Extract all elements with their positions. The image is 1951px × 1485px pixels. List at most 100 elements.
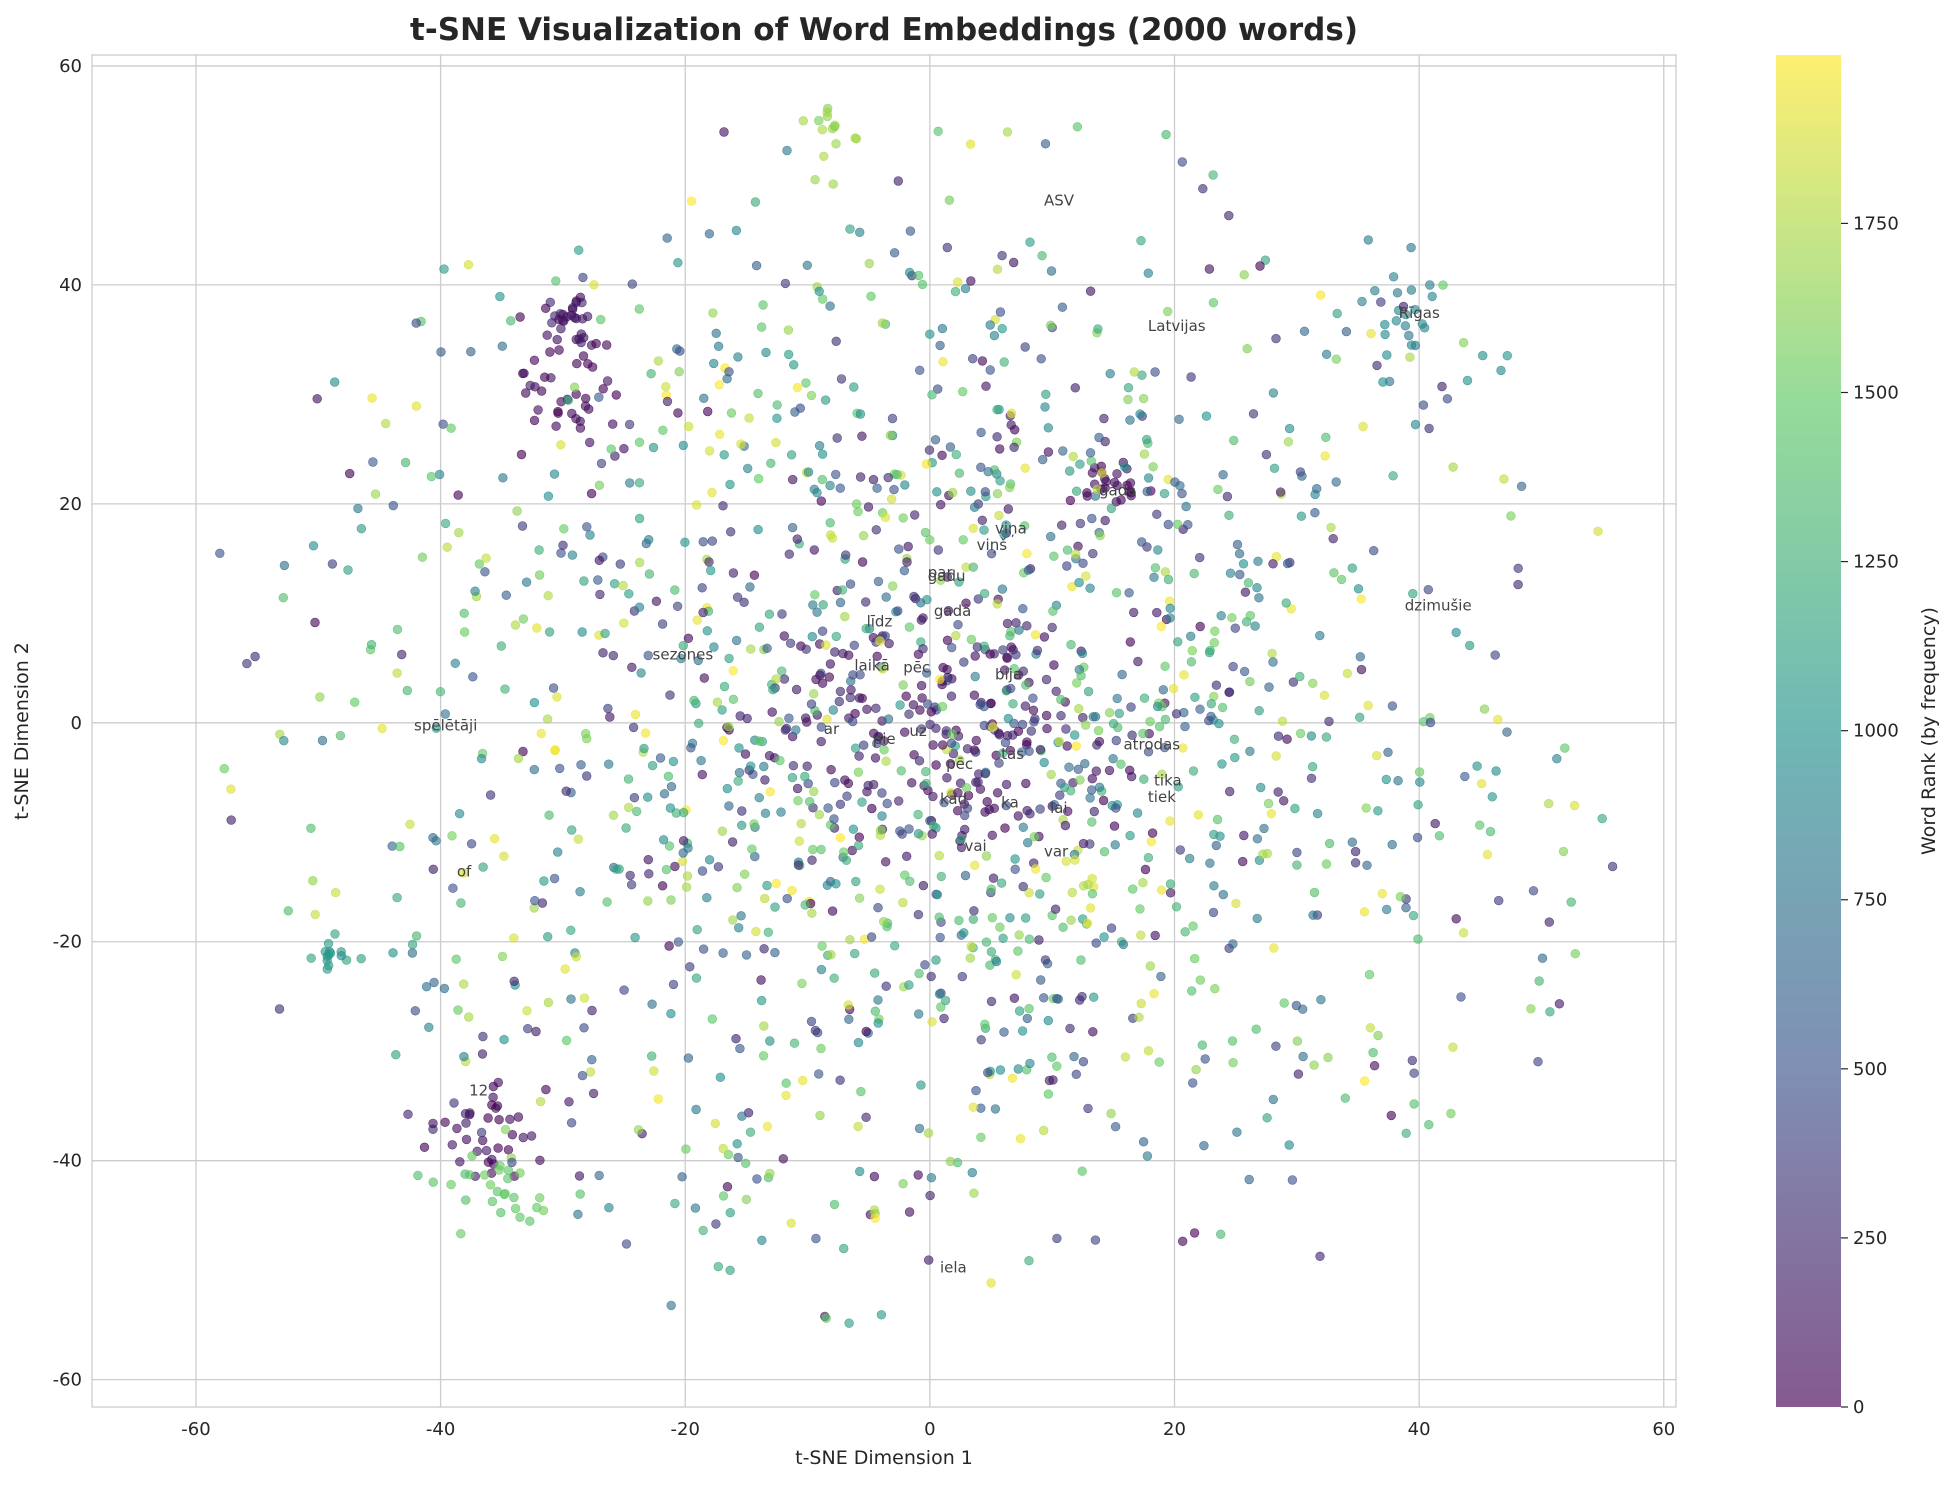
data-point bbox=[816, 736, 826, 747]
data-point bbox=[950, 286, 961, 297]
data-point bbox=[715, 1072, 726, 1083]
data-point bbox=[835, 799, 846, 809]
data-point bbox=[727, 837, 738, 847]
data-point bbox=[488, 1081, 499, 1092]
data-point bbox=[866, 932, 877, 942]
data-point bbox=[1377, 888, 1388, 899]
data-point bbox=[1188, 766, 1199, 776]
data-point bbox=[1013, 811, 1023, 821]
data-point bbox=[1011, 650, 1021, 660]
data-point bbox=[1368, 1047, 1378, 1058]
data-point bbox=[499, 1034, 509, 1045]
data-point bbox=[972, 642, 982, 652]
data-point bbox=[1262, 1113, 1272, 1123]
data-point bbox=[889, 941, 900, 951]
data-point bbox=[392, 668, 402, 678]
data-point bbox=[1597, 813, 1607, 824]
data-point bbox=[367, 393, 377, 403]
data-point bbox=[1321, 859, 1332, 869]
data-point bbox=[606, 444, 616, 454]
data-point bbox=[1357, 296, 1367, 307]
data-point bbox=[1296, 511, 1307, 521]
data-point bbox=[1230, 623, 1241, 633]
data-point bbox=[1418, 400, 1429, 410]
data-point bbox=[1282, 558, 1293, 569]
data-point bbox=[1138, 728, 1148, 739]
data-point bbox=[980, 1019, 990, 1030]
data-point bbox=[937, 701, 948, 712]
data-point bbox=[801, 644, 811, 654]
data-point bbox=[571, 952, 581, 962]
data-point bbox=[918, 880, 929, 891]
data-point bbox=[556, 548, 566, 558]
data-point bbox=[989, 330, 1000, 341]
data-point bbox=[877, 664, 888, 674]
data-point bbox=[1309, 1060, 1319, 1070]
data-point bbox=[593, 575, 603, 585]
word-label: spēlētāji bbox=[414, 717, 477, 735]
word-label: gadu bbox=[928, 567, 966, 585]
colorbar-tick-label: 1500 bbox=[1853, 382, 1899, 403]
data-point bbox=[618, 580, 628, 591]
data-point bbox=[718, 948, 728, 958]
data-point bbox=[1022, 548, 1032, 559]
chart-title: t-SNE Visualization of Word Embeddings (… bbox=[410, 12, 1358, 48]
data-point bbox=[822, 714, 832, 724]
data-point bbox=[1077, 1166, 1087, 1176]
data-point bbox=[1099, 846, 1110, 857]
data-point bbox=[1261, 449, 1272, 460]
data-point bbox=[905, 226, 916, 236]
data-point bbox=[485, 790, 496, 800]
data-point bbox=[1093, 725, 1104, 736]
data-point bbox=[633, 1125, 644, 1135]
data-point bbox=[1002, 618, 1013, 629]
data-point bbox=[1139, 693, 1150, 703]
data-point bbox=[1001, 779, 1012, 790]
data-point bbox=[719, 450, 729, 460]
data-point bbox=[563, 395, 573, 405]
data-point bbox=[1018, 666, 1028, 676]
data-point bbox=[1171, 902, 1182, 912]
data-point bbox=[666, 781, 677, 792]
data-point bbox=[898, 680, 908, 690]
data-point bbox=[675, 346, 685, 356]
data-point bbox=[602, 376, 613, 386]
data-point bbox=[745, 1127, 756, 1137]
data-point bbox=[976, 1132, 986, 1143]
data-point bbox=[794, 836, 804, 846]
data-point bbox=[1253, 556, 1263, 566]
data-point bbox=[661, 864, 672, 875]
data-point bbox=[827, 533, 838, 543]
data-point bbox=[938, 357, 948, 367]
data-point bbox=[366, 639, 377, 650]
data-point bbox=[809, 484, 819, 494]
data-point bbox=[980, 487, 990, 497]
data-point bbox=[1281, 598, 1291, 608]
data-point bbox=[1506, 511, 1516, 521]
data-point bbox=[691, 973, 702, 983]
data-point bbox=[1024, 934, 1035, 944]
data-point bbox=[392, 892, 402, 903]
data-point bbox=[959, 810, 970, 821]
data-point bbox=[1036, 354, 1046, 364]
data-point bbox=[459, 1051, 469, 1062]
data-point bbox=[1070, 855, 1080, 865]
data-point bbox=[1408, 588, 1418, 599]
data-point bbox=[1217, 702, 1228, 713]
data-point bbox=[783, 325, 794, 335]
data-point bbox=[541, 1084, 551, 1095]
data-point bbox=[1287, 1175, 1298, 1185]
data-point bbox=[904, 824, 914, 834]
data-point bbox=[460, 1108, 471, 1119]
data-point bbox=[845, 224, 855, 234]
data-point bbox=[1076, 955, 1086, 965]
data-point bbox=[756, 995, 767, 1006]
data-point bbox=[1235, 569, 1245, 580]
data-point bbox=[509, 976, 519, 986]
data-point bbox=[428, 1118, 438, 1129]
data-point bbox=[826, 949, 836, 960]
data-point bbox=[845, 692, 855, 703]
x-axis-ticks: -60 -40 -20 0 20 40 60 bbox=[181, 1419, 1675, 1440]
data-point bbox=[1000, 737, 1011, 748]
data-point bbox=[1383, 747, 1393, 757]
